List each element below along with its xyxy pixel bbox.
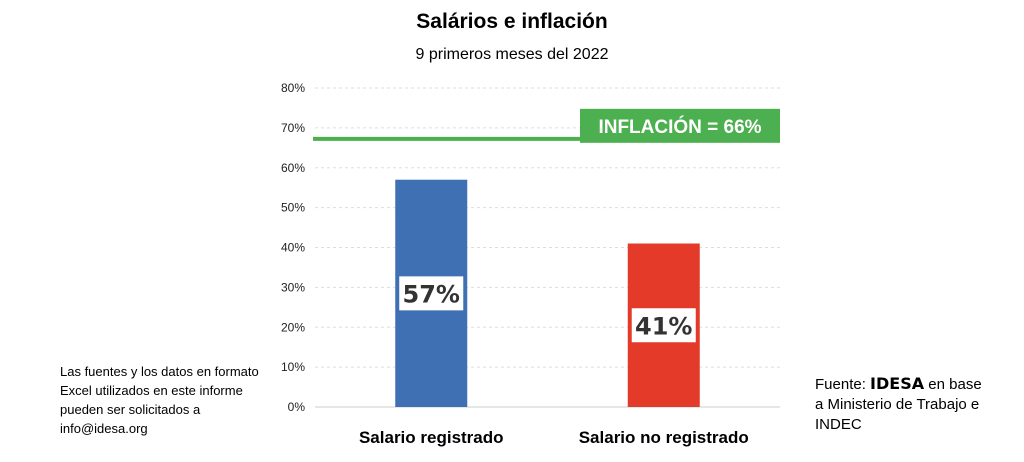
idesa-brand: IDESA bbox=[870, 374, 925, 393]
y-tick-label: 70% bbox=[281, 121, 305, 135]
data-label-box bbox=[399, 276, 464, 311]
y-tick-label: 30% bbox=[281, 280, 305, 294]
source-prefix: Fuente: bbox=[815, 376, 871, 393]
source-suffix: en base a Ministerio de Trabajo e INDEC bbox=[815, 376, 982, 433]
chart-subtitle: 9 primeros meses del 2022 bbox=[415, 46, 609, 63]
y-tick-label: 40% bbox=[281, 241, 305, 255]
data-source-note: Las fuentes y los datos en formato Excel… bbox=[60, 364, 259, 436]
inflation-label: INFLACIÓN = 66% bbox=[598, 116, 761, 138]
y-tick-label: 10% bbox=[281, 360, 305, 374]
y-tick-label: 0% bbox=[288, 400, 306, 414]
y-tick-label: 80% bbox=[281, 81, 305, 95]
data-label-box bbox=[631, 308, 696, 343]
category-label: Salario no registrado bbox=[579, 428, 749, 447]
y-tick-label: 50% bbox=[281, 201, 305, 215]
inflation-label-box bbox=[580, 108, 780, 143]
chart-title: Salários e inflación bbox=[416, 10, 608, 33]
y-tick-label: 60% bbox=[281, 161, 305, 175]
y-tick-label: 20% bbox=[281, 320, 305, 334]
data-label: 41% bbox=[635, 312, 692, 340]
source-credit: Fuente: IDESA en base a Ministerio de Tr… bbox=[815, 374, 985, 435]
category-label: Salario registrado bbox=[359, 428, 504, 447]
data-label: 57% bbox=[403, 280, 460, 308]
